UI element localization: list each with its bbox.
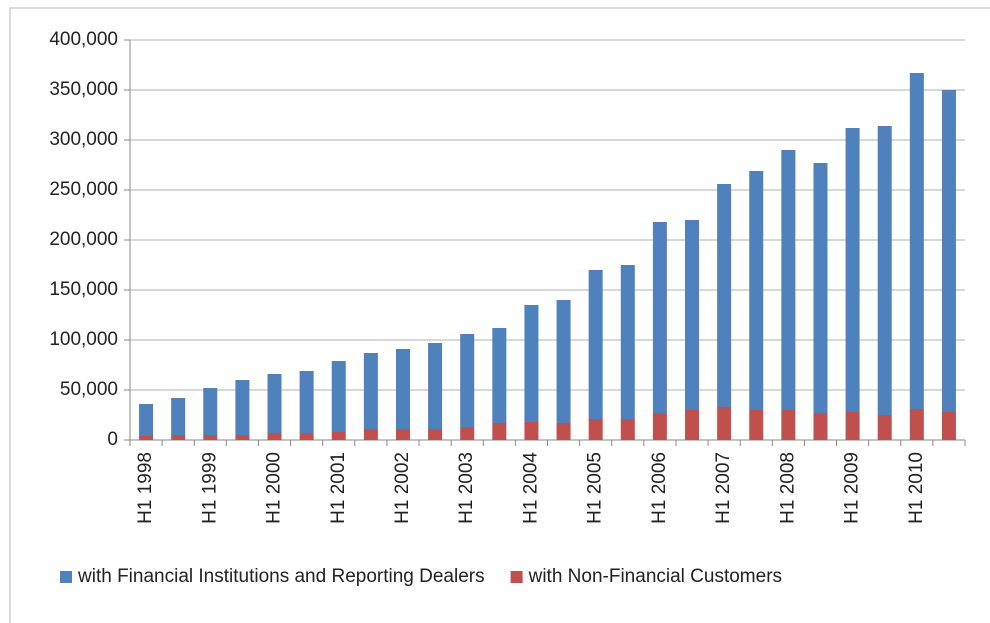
bar-segment [588,419,603,440]
bar-segment [781,150,796,410]
y-tick-label: 100,000 [49,329,118,350]
bar-segment [267,433,282,440]
bar-segment [171,398,186,435]
x-tick-label: H1 1998 [135,452,156,524]
bar-segment [395,349,410,429]
x-tick-label: H1 2009 [842,452,863,524]
bar-segment [428,429,443,440]
y-tick-label: 50,000 [60,379,118,400]
x-tick-label: H1 2002 [392,452,413,524]
bar-segment [203,435,218,440]
bar-segment [620,265,635,419]
bar-segment [620,419,635,440]
bar-segment [652,222,667,413]
bar-segment [492,328,507,423]
x-tick-label: H1 1999 [199,452,220,524]
y-tick-label: 200,000 [49,229,118,250]
bar-segment [877,126,892,415]
frame [9,7,990,623]
bar-segment [395,429,410,440]
x-tick-label: H1 2007 [713,452,734,524]
bar-segment [813,163,828,413]
y-tick-label: 300,000 [49,129,118,150]
bar-segment [717,184,732,407]
bar-segment [363,353,378,429]
bar-segment [909,409,924,440]
bar-segment [203,388,218,435]
bar-segment [139,436,154,440]
legend-label: with Non-Financial Customers [528,566,782,587]
bar-segment [909,73,924,409]
bar-segment [139,404,154,436]
legend-swatch [510,571,523,583]
bar-segment [460,427,475,440]
bar-segment [781,410,796,440]
bar-segment [171,435,186,440]
y-tick-label: 250,000 [49,179,118,200]
x-tick-label: H1 2003 [456,452,477,524]
bar-segment [299,371,314,433]
bar-segment [556,423,571,440]
bar-segment [685,220,700,410]
bar-segment [460,334,475,427]
y-tick-label: 150,000 [49,279,118,300]
bar-segment [331,432,346,440]
bar-segment [235,380,250,435]
bar-segment [267,374,282,433]
legend-label: with Financial Institutions and Reportin… [77,566,485,587]
bar-segment [363,429,378,440]
bar-segment [941,412,956,440]
x-tick-label: H1 2008 [777,452,798,524]
x-tick-label: H1 2000 [264,452,285,524]
bar-segment [652,413,667,440]
x-tick-label: H1 2010 [906,452,927,524]
bar-segment [685,410,700,440]
bar-segment [492,423,507,440]
bar-segment [331,361,346,432]
bar-segment [524,305,539,422]
bar-segment [524,422,539,440]
y-tick-label: 0 [107,429,118,450]
bar-segment [877,415,892,440]
legend-swatch [60,571,72,583]
y-tick-label: 400,000 [49,29,118,50]
bar-segment [845,128,860,412]
x-tick-label: H1 2004 [520,452,541,524]
y-tick-label: 350,000 [49,79,118,100]
x-tick-label: H1 2006 [649,452,670,524]
bar-segment [235,435,250,440]
bar-segment [299,433,314,440]
bar-segment [845,412,860,440]
bar-segment [941,90,956,412]
x-tick-label: H1 2001 [328,452,349,524]
bar-segment [717,407,732,440]
bar-segment [588,270,603,419]
bar-segment [749,410,764,440]
bar-segment [428,343,443,429]
bar-segment [813,413,828,440]
x-tick-label: H1 2005 [585,452,606,524]
bar-segment [556,300,571,423]
bar-segment [749,171,764,410]
